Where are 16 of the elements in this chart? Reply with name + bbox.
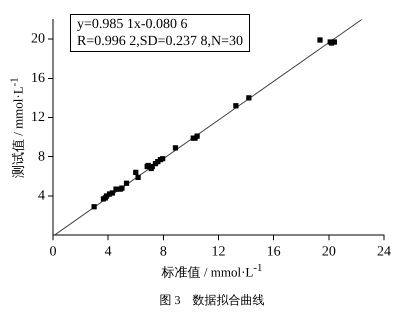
x-tick-label: 0 [50,244,56,260]
y-tick-label: 4 [38,188,45,204]
x-tick-label: 16 [266,244,281,260]
y-tick-label: 8 [38,149,45,164]
x-tick-label: 8 [160,244,167,260]
y-tick-label: 20 [31,32,45,47]
annotation: y=0.985 1x-0.080 6 [77,16,189,33]
x-axis-title: 标准值 / mmol·L$^{-1}$ [160,262,264,282]
y-tick-label: 16 [31,70,45,86]
x-tick-label: 12 [212,244,226,260]
annotation: R=0.996 2,SD=0.237 8,N=30 [77,33,244,50]
caption: 图 3 数据拟合曲线 [158,292,266,309]
x-tick-label: 20 [322,244,336,260]
x-tick-label: 4 [104,244,112,260]
x-tick-label: 24 [377,244,391,260]
y-tick-label: 12 [31,110,45,126]
